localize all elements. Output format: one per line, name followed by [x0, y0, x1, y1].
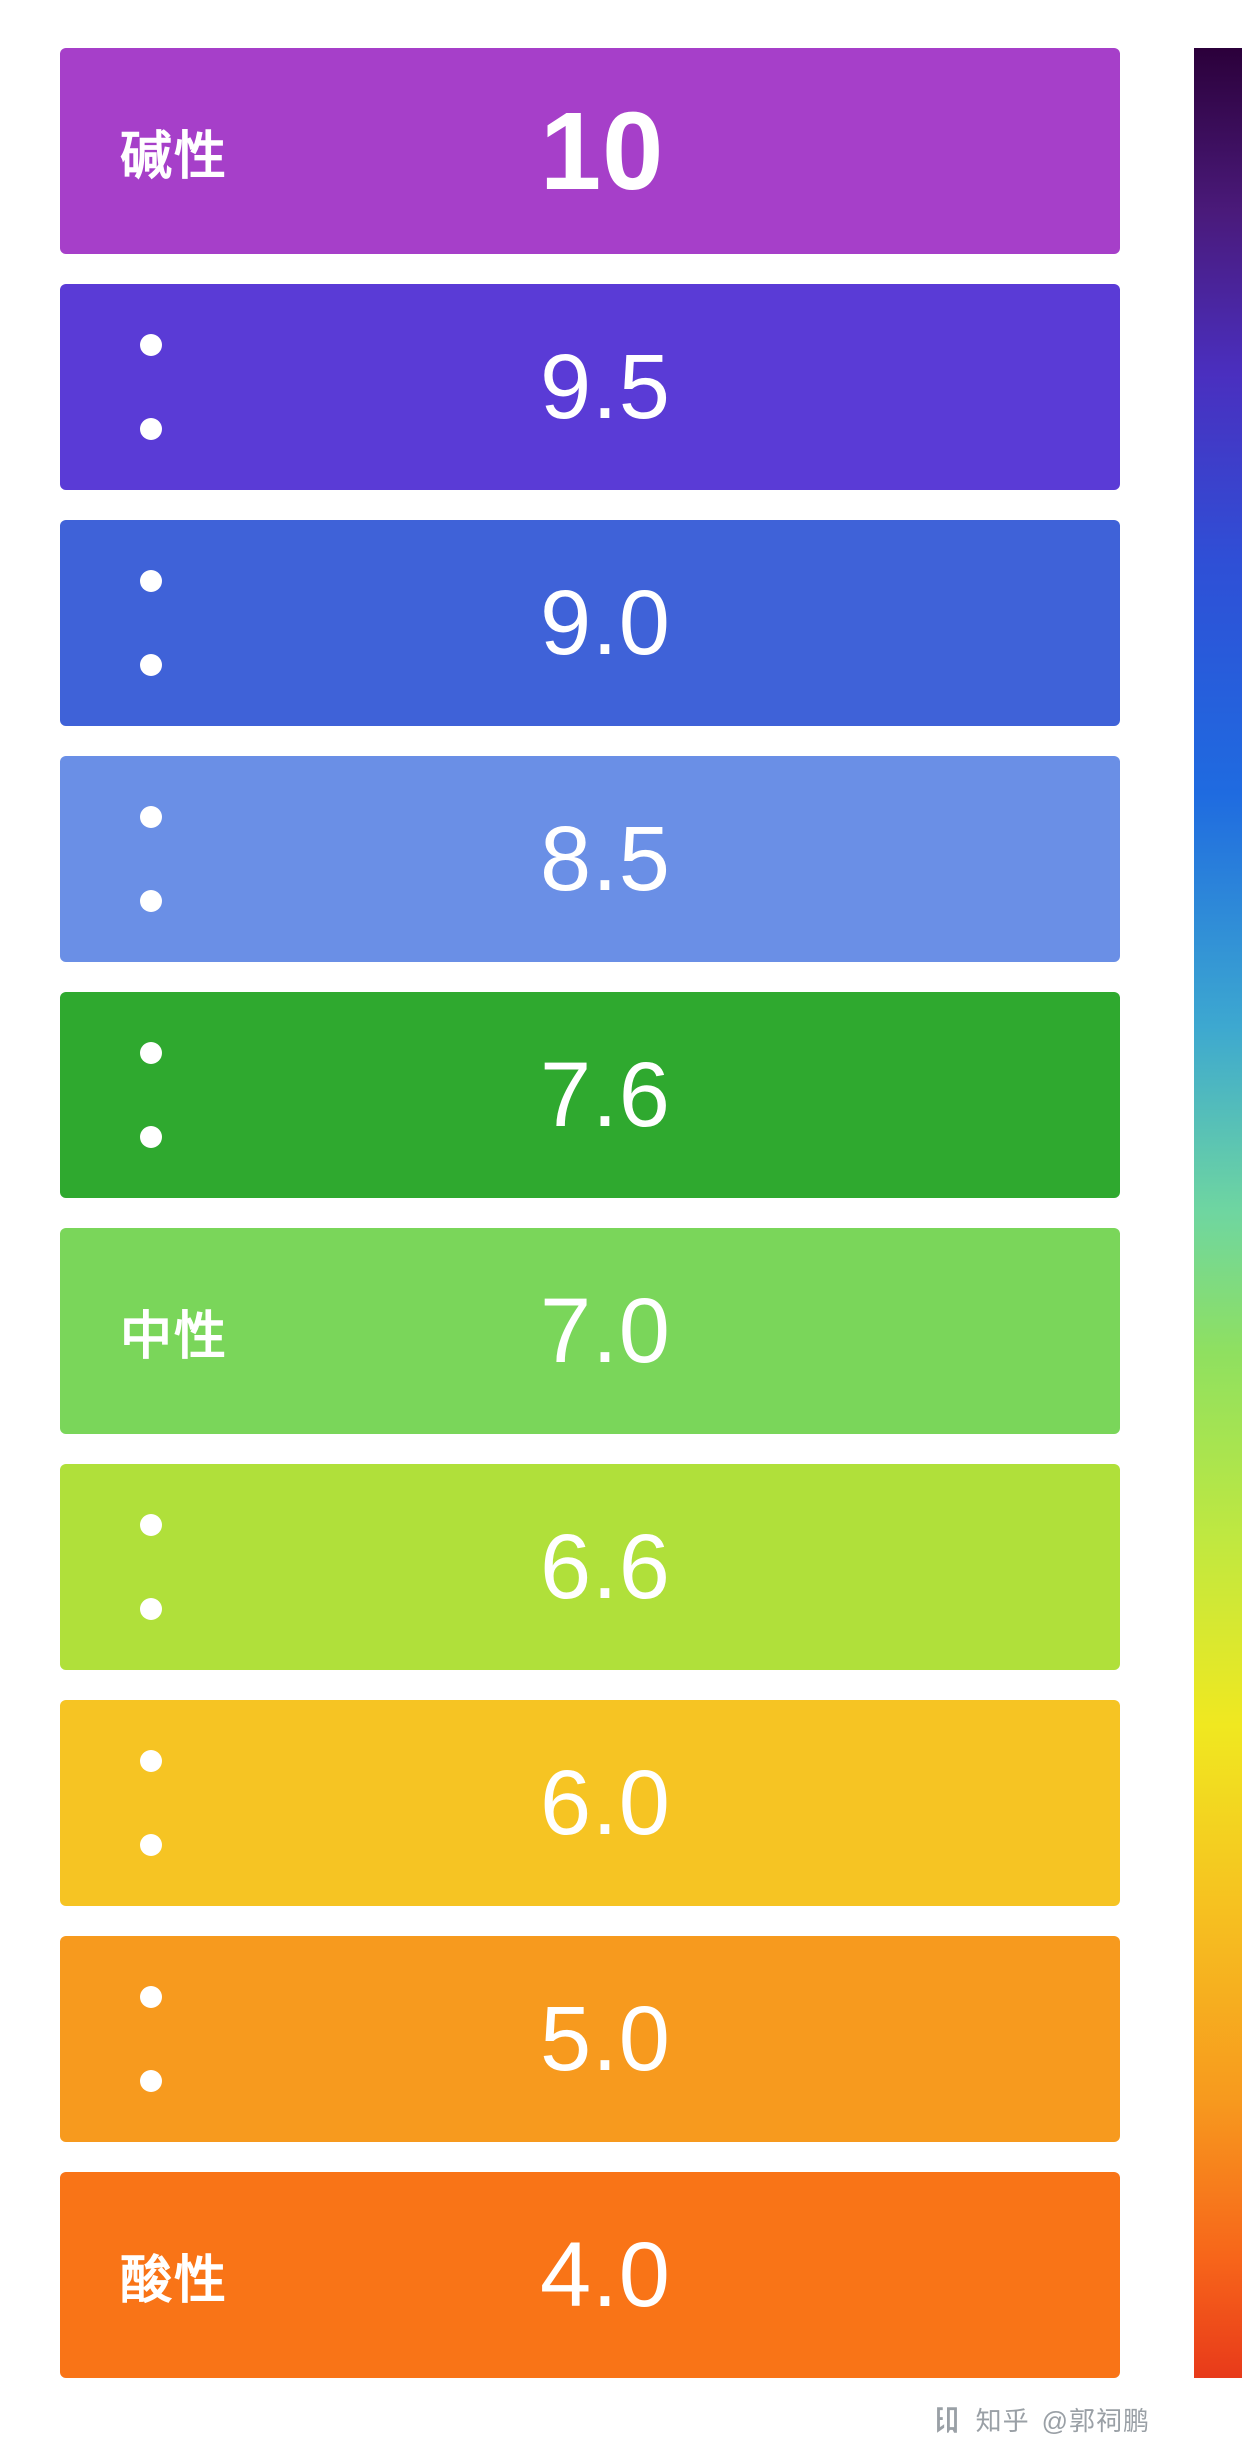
ph-row-value: 9.5 — [540, 335, 671, 440]
dot-icon — [140, 334, 162, 356]
ph-row-value-cell: 8.5 — [430, 807, 1120, 912]
ph-row-dots — [120, 334, 162, 440]
ph-row: 6.0 — [60, 1700, 1120, 1906]
ph-row-value-cell: 5.0 — [430, 1987, 1120, 2092]
ph-row-value: 7.6 — [540, 1043, 671, 1148]
ph-row-label: 碱性 — [120, 114, 228, 189]
dot-icon — [140, 806, 162, 828]
dot-icon — [140, 2070, 162, 2092]
ph-row-value: 5.0 — [540, 1987, 671, 2092]
ph-row-label: 酸性 — [120, 2238, 228, 2313]
ph-row-label-cell — [60, 1936, 430, 2142]
ph-row-value-cell: 10 — [430, 88, 1120, 215]
ph-row-dots — [120, 1986, 162, 2092]
dot-icon — [140, 1126, 162, 1148]
ph-row-dots — [120, 570, 162, 676]
watermark-prefix: 知乎 — [976, 2401, 1030, 2438]
ph-row: 酸性 4.0 — [60, 2172, 1120, 2378]
ph-row: 中性 7.0 — [60, 1228, 1120, 1434]
watermark-handle: @郭祠鹏 — [1042, 2401, 1150, 2438]
ph-row-label-cell: 碱性 — [60, 48, 430, 254]
ph-row-label-cell: 酸性 — [60, 2172, 430, 2378]
ph-row: 碱性 10 — [60, 48, 1120, 254]
ph-row: 8.5 — [60, 756, 1120, 962]
ph-row: 9.0 — [60, 520, 1120, 726]
ph-row-value: 8.5 — [540, 807, 671, 912]
ph-row: 5.0 — [60, 1936, 1120, 2142]
ph-row-label-cell: 中性 — [60, 1228, 430, 1434]
ph-row-value: 6.6 — [540, 1515, 671, 1620]
dot-icon — [140, 654, 162, 676]
ph-row-value-cell: 6.0 — [430, 1751, 1120, 1856]
ph-gradient-bar — [1194, 48, 1242, 2378]
ph-row-label-cell — [60, 520, 430, 726]
ph-row-label-cell — [60, 284, 430, 490]
ph-row-dots — [120, 1750, 162, 1856]
ph-scale-chart: 碱性 10 9.5 9.0 8.5 7.6 中性 7.0 6.6 6.0 5.0 酸性 4.0 — [60, 48, 1120, 2378]
ph-row: 7.6 — [60, 992, 1120, 1198]
ph-row-value-cell: 6.6 — [430, 1515, 1120, 1620]
dot-icon — [140, 1750, 162, 1772]
watermark: 知乎 @郭祠鹏 — [930, 2401, 1150, 2438]
ph-row: 6.6 — [60, 1464, 1120, 1670]
ph-row-value-cell: 9.5 — [430, 335, 1120, 440]
dot-icon — [140, 1986, 162, 2008]
ph-row-value-cell: 7.0 — [430, 1279, 1120, 1384]
ph-row-value: 4.0 — [540, 2223, 671, 2328]
ph-row-label-cell — [60, 756, 430, 962]
dot-icon — [140, 418, 162, 440]
ph-row-value-cell: 7.6 — [430, 1043, 1120, 1148]
ph-row-label: 中性 — [120, 1294, 228, 1369]
dot-icon — [140, 1514, 162, 1536]
ph-row-dots — [120, 806, 162, 912]
zhihu-icon — [930, 2403, 964, 2437]
ph-row-dots — [120, 1514, 162, 1620]
dot-icon — [140, 890, 162, 912]
ph-row-value: 10 — [540, 88, 664, 215]
dot-icon — [140, 1042, 162, 1064]
ph-row-value: 9.0 — [540, 571, 671, 676]
dot-icon — [140, 1834, 162, 1856]
ph-row-dots — [120, 1042, 162, 1148]
ph-row-label-cell — [60, 1700, 430, 1906]
ph-row-value-cell: 4.0 — [430, 2223, 1120, 2328]
ph-row-value-cell: 9.0 — [430, 571, 1120, 676]
dot-icon — [140, 570, 162, 592]
dot-icon — [140, 1598, 162, 1620]
ph-row-label-cell — [60, 992, 430, 1198]
ph-row: 9.5 — [60, 284, 1120, 490]
ph-row-label-cell — [60, 1464, 430, 1670]
ph-row-value: 7.0 — [540, 1279, 671, 1384]
ph-row-value: 6.0 — [540, 1751, 671, 1856]
